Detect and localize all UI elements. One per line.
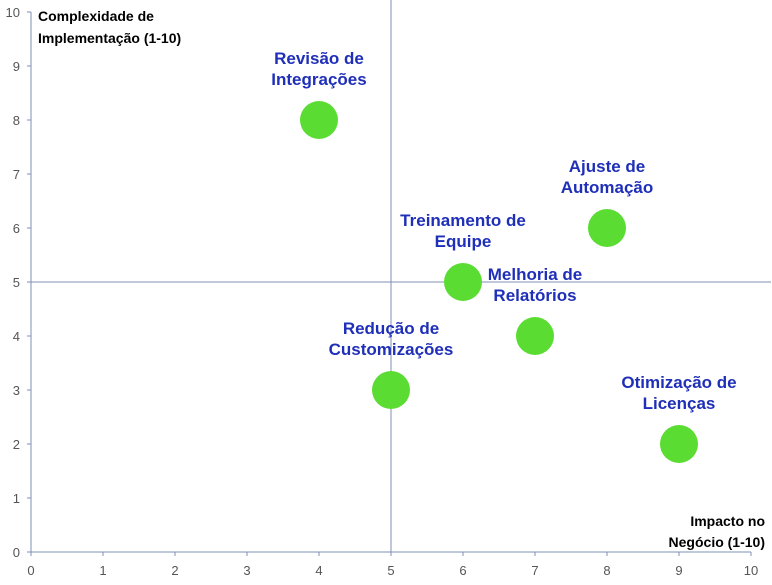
y-tick-label: 3 <box>13 383 20 398</box>
x-axis-title-line: Impacto no <box>690 513 765 529</box>
x-tick-label: 8 <box>603 563 610 578</box>
point-label: Redução de Customizações <box>329 319 454 359</box>
point-label: Ajuste de Automação <box>561 157 654 197</box>
data-point <box>588 209 626 247</box>
y-axis-title: Complexidade de Implementação (1-10) <box>38 8 181 46</box>
x-tick-label: 2 <box>171 563 178 578</box>
x-tick-label: 7 <box>531 563 538 578</box>
point-label-line: Relatórios <box>493 286 576 305</box>
x-tick-label: 4 <box>315 563 322 578</box>
point-label-line: Redução de <box>343 319 439 338</box>
point-label: Revisão de Integrações <box>271 49 366 89</box>
data-points <box>300 101 698 463</box>
point-label-line: Ajuste de <box>569 157 646 176</box>
point-label: Otimização de Licenças <box>621 373 736 413</box>
y-tick-label: 9 <box>13 59 20 74</box>
axis-titles: Complexidade de Implementação (1-10) Impac… <box>38 8 765 550</box>
x-tick-label: 9 <box>675 563 682 578</box>
data-point <box>444 263 482 301</box>
y-axis-title-line: Implementação (1-10) <box>38 30 181 46</box>
point-label-line: Licenças <box>643 394 716 413</box>
x-axis-title: Impacto no Negócio (1-10) <box>669 513 765 550</box>
point-labels: Revisão de Integrações Ajuste de Automação T… <box>271 49 736 413</box>
x-tick-label: 0 <box>27 563 34 578</box>
point-label-line: Equipe <box>435 232 492 251</box>
y-tick-label: 4 <box>13 329 20 344</box>
point-label-line: Otimização de <box>621 373 736 392</box>
y-tick-label: 1 <box>13 491 20 506</box>
y-tick-label: 8 <box>13 113 20 128</box>
quadrant-lines <box>31 0 771 552</box>
point-label-line: Melhoria de <box>488 265 582 284</box>
y-tick-label: 10 <box>6 5 20 20</box>
point-label-line: Customizações <box>329 340 454 359</box>
point-label: Melhoria de Relatórios <box>488 265 582 305</box>
point-label-line: Treinamento de <box>400 211 526 230</box>
point-label-line: Integrações <box>271 70 366 89</box>
x-tick-label: 10 <box>744 563 758 578</box>
y-tick-label: 6 <box>13 221 20 236</box>
y-tick-label: 5 <box>13 275 20 290</box>
y-tick-label: 0 <box>13 545 20 560</box>
x-tick-label: 3 <box>243 563 250 578</box>
data-point <box>300 101 338 139</box>
y-tick-label: 2 <box>13 437 20 452</box>
point-label-line: Revisão de <box>274 49 364 68</box>
y-axis-title-line: Complexidade de <box>38 8 154 24</box>
data-point <box>372 371 410 409</box>
point-label-line: Automação <box>561 178 654 197</box>
tick-labels: 0 1 2 3 4 5 6 7 8 9 10 0 1 2 3 4 5 6 7 8 9 10 <box>6 5 759 578</box>
axes <box>27 11 752 556</box>
data-point <box>516 317 554 355</box>
point-label: Treinamento de Equipe <box>400 211 526 251</box>
x-axis-title-line: Negócio (1-10) <box>669 534 765 550</box>
y-tick-label: 7 <box>13 167 20 182</box>
x-tick-label: 6 <box>459 563 466 578</box>
data-point <box>660 425 698 463</box>
x-tick-label: 1 <box>99 563 106 578</box>
x-tick-label: 5 <box>387 563 394 578</box>
